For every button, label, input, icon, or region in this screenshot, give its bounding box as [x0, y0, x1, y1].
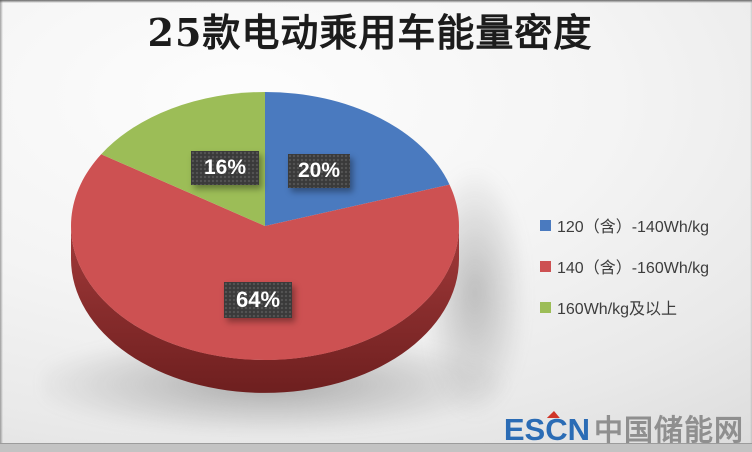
pie-slice-2 [101, 92, 265, 226]
legend-item-120-140: 120（含）-140Wh/kg [540, 213, 709, 237]
pie-slice-0 [265, 92, 450, 226]
escn-red-accent-icon [546, 411, 560, 418]
legend-item-140-160: 140（含）-160Wh/kg [540, 254, 709, 278]
legend-label: 140（含）-160Wh/kg [557, 260, 710, 277]
frame-edge-bottom [0, 443, 752, 452]
legend-label: 160Wh/kg及以上 [557, 301, 678, 318]
legend-swatch-red [540, 260, 551, 272]
legend-swatch-blue [540, 219, 551, 231]
legend-item-160-plus: 160Wh/kg及以上 [540, 295, 709, 319]
pie-side [71, 226, 459, 393]
chart-legend: 120（含）-140Wh/kg 140（含）-160Wh/kg 160Wh/kg… [540, 213, 709, 336]
data-label-green-slice: 16% [190, 151, 260, 185]
frame-edge-right [750, 0, 752, 452]
frame-edge-left [0, 0, 3, 452]
chart-title: 25款电动乘用车能量密度 [147, 10, 593, 55]
escn-logo-text: ESCN [503, 411, 590, 447]
escn-watermark: ESCN 中国储能网 [503, 411, 744, 447]
pie-slice-1 [70, 154, 459, 361]
escn-letters: ESCN [503, 412, 590, 447]
data-label-blue-slice: 20% [287, 154, 351, 188]
data-label-red-slice: 64% [223, 282, 293, 318]
frame-edge-top [0, 0, 752, 3]
escn-chinese-name: 中国储能网 [593, 415, 744, 447]
legend-swatch-green [540, 301, 551, 313]
legend-label: 120（含）-140Wh/kg [557, 219, 710, 236]
